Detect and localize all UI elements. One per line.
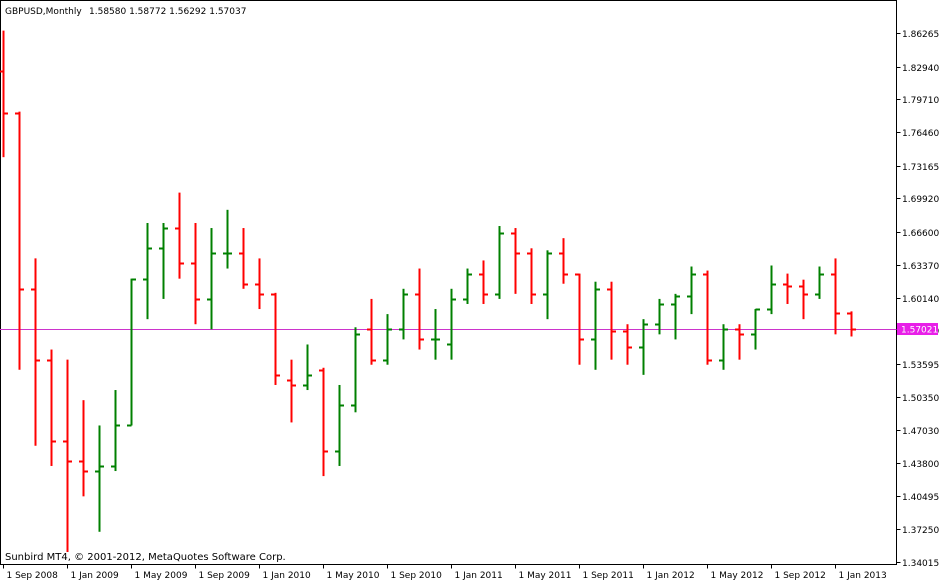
ohlc-bar: [399, 288, 408, 340]
current-price-tag-bg: [897, 323, 938, 335]
plot-frame: [0, 0, 897, 565]
price-axis-label: 1.43800: [902, 460, 939, 470]
time-axis-label: 1 Sep 2008: [7, 571, 59, 581]
ohlc-bar: [175, 192, 184, 279]
chart-ohlc-values: 1.58580 1.58772 1.56292 1.57037: [89, 7, 246, 17]
chart-symbol-title: GBPUSD,Monthly: [5, 7, 82, 17]
ohlc-bar: [447, 288, 456, 360]
price-axis-label: 1.60140: [902, 295, 939, 305]
ohlc-bar: [543, 250, 552, 320]
time-axis-label: 1 May 2012: [711, 571, 764, 581]
price-axis-label: 1.34015: [902, 559, 939, 569]
ohlc-bar: [271, 292, 280, 385]
ohlc-bar: [383, 314, 392, 365]
ohlc-bar: [143, 222, 152, 320]
ohlc-bar: [687, 266, 696, 315]
ohlc-bar: [303, 344, 312, 391]
ohlc-bar: [239, 228, 248, 289]
time-axis-label: 1 May 2011: [519, 571, 572, 581]
ohlc-bar: [191, 222, 200, 325]
price-axis-label: 1.40495: [902, 493, 939, 503]
price-axis-label: 1.37250: [902, 526, 939, 536]
ohlc-bar: [207, 228, 216, 330]
ohlc-bar: [671, 293, 680, 340]
price-axis-label: 1.63370: [902, 262, 939, 272]
ohlc-bar: [511, 228, 520, 294]
ohlc-bar: [31, 258, 40, 446]
ohlc-bar: [559, 238, 568, 284]
ohlc-bar: [287, 359, 296, 423]
time-axis-label: 1 Jan 2011: [455, 571, 503, 581]
ohlc-bar: [415, 268, 424, 350]
time-axis-label: 1 Jan 2010: [263, 571, 311, 581]
ohlc-bar: [847, 311, 856, 337]
current-price-label: 1.57021: [901, 326, 938, 336]
time-axis-label: 1 Sep 2012: [775, 571, 826, 581]
price-axis-label: 1.73165: [902, 163, 939, 173]
time-axis-label: 1 Jan 2013: [839, 571, 887, 581]
copyright-text: Sunbird MT4, © 2001-2012, MetaQuotes Sof…: [5, 552, 286, 563]
ohlc-bar: [15, 111, 24, 370]
time-axis-label: 1 May 2010: [327, 571, 380, 581]
time-axis-label: 1 Sep 2010: [391, 571, 443, 581]
ohlc-bar: [63, 359, 72, 553]
price-axis-label: 1.76460: [902, 129, 939, 139]
ohlc-bar: [831, 258, 840, 335]
time-axis-label: 1 May 2009: [135, 571, 188, 581]
time-axis-label: 1 Sep 2009: [199, 571, 251, 581]
current-price-tag: 1.57021: [897, 323, 938, 336]
ohlc-bar: [591, 281, 600, 370]
price-axis-label: 1.86265: [902, 30, 939, 40]
price-axis: 1.86265 1.82940 1.79710 1.76460 1.73165 1.699…: [896, 30, 939, 569]
ohlc-bar: [255, 258, 264, 310]
time-axis-label: 1 Jan 2012: [647, 571, 695, 581]
ohlc-bar: [0, 30, 8, 158]
ohlc-bar: [703, 270, 712, 365]
time-axis-label: 1 Jan 2009: [71, 571, 119, 581]
ohlc-bar: [815, 266, 824, 299]
ohlc-bar: [495, 226, 504, 299]
ohlc-bar: [735, 324, 744, 360]
price-axis-label: 1.53595: [902, 361, 939, 371]
ohlc-bar: [127, 278, 136, 427]
ohlc-bar: [607, 281, 616, 360]
ohlc-bar: [623, 324, 632, 365]
ohlc-bar: [527, 248, 536, 304]
ohlc-bar: [639, 319, 648, 375]
ohlc-bar: [575, 273, 584, 365]
ohlc-bar: [783, 273, 792, 304]
ohlc-bar: [767, 265, 776, 315]
ohlc-bar: [79, 400, 88, 497]
ohlc-bar: [111, 390, 120, 472]
price-axis-label: 1.50350: [902, 394, 939, 404]
ohlc-bar: [95, 425, 104, 532]
ohlc-bars-layer: [0, 30, 856, 553]
ohlc-bar: [319, 367, 328, 477]
ohlc-bar: [351, 327, 360, 413]
ohlc-bar: [223, 209, 232, 269]
price-axis-label: 1.47030: [902, 427, 939, 437]
ohlc-bar: [431, 309, 440, 360]
ohlc-bar: [463, 268, 472, 304]
ohlc-bar: [159, 222, 168, 299]
ohlc-bar: [719, 324, 728, 370]
price-axis-label: 1.79710: [902, 96, 939, 106]
price-axis-label: 1.82940: [902, 64, 939, 74]
time-axis-label: 1 Sep 2011: [583, 571, 634, 581]
ohlc-bar: [799, 279, 808, 320]
ohlc-bar: [751, 308, 760, 350]
time-axis: 1 Sep 2008 1 Jan 2009 1 May 2009 1 Sep 2009…: [3, 564, 887, 581]
ohlc-bar: [367, 298, 376, 365]
price-axis-label: 1.69920: [902, 195, 939, 205]
ohlc-bar: [479, 260, 488, 304]
ohlc-bar: [655, 298, 664, 335]
ohlc-bar: [335, 384, 344, 466]
price-axis-label: 1.66600: [902, 229, 939, 239]
ohlc-bar: [47, 349, 56, 466]
